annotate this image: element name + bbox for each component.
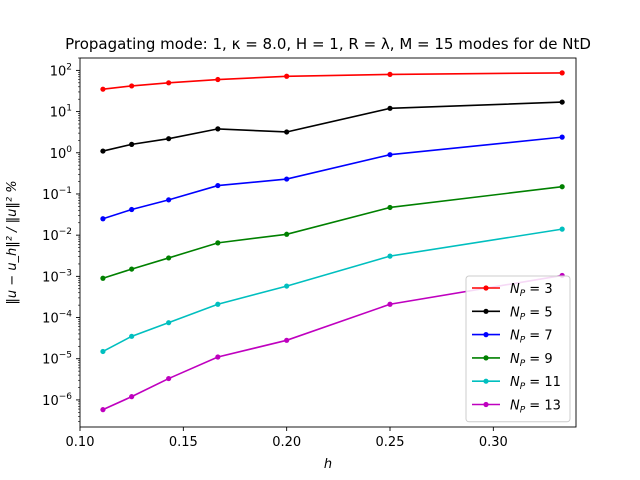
data-point bbox=[284, 231, 290, 237]
data-point bbox=[284, 73, 290, 79]
x-axis: 0.10 0.15 0.20 0.25 0.30 bbox=[66, 427, 508, 450]
data-point bbox=[166, 320, 172, 326]
x-axis-label: h bbox=[324, 457, 332, 472]
y-tick-label: 10−6 bbox=[42, 392, 72, 409]
legend-label: NP = 9 bbox=[510, 352, 553, 369]
data-point bbox=[284, 283, 290, 289]
x-tick-label: 0.25 bbox=[376, 435, 405, 450]
series-3 bbox=[100, 184, 565, 281]
y-axis-label-text: ‖u − u_h‖² / ‖u‖² % bbox=[5, 180, 20, 304]
data-point bbox=[387, 204, 393, 211]
legend-entry: NP = 5 bbox=[472, 305, 553, 322]
data-point bbox=[387, 301, 393, 307]
legend-marker bbox=[483, 332, 489, 338]
legend-entry: NP = 9 bbox=[472, 352, 553, 369]
data-point bbox=[387, 71, 393, 77]
y-axis: 10−6 10−5 10−4 10−3 10−2 10−1 100 101 102 bbox=[42, 57, 80, 422]
data-point bbox=[215, 240, 221, 246]
legend-label: NP = 3 bbox=[510, 282, 553, 299]
data-point bbox=[100, 348, 106, 355]
data-point bbox=[215, 354, 221, 360]
legend-marker bbox=[483, 355, 489, 361]
legend-entry: NP = 3 bbox=[472, 282, 553, 299]
data-point bbox=[100, 407, 106, 413]
series-1 bbox=[100, 99, 565, 154]
data-point bbox=[559, 70, 565, 76]
y-tick-label: 10−3 bbox=[42, 268, 72, 285]
data-point bbox=[100, 216, 106, 222]
data-point bbox=[215, 126, 221, 132]
x-tick-label: 0.20 bbox=[272, 435, 301, 450]
legend-label: NP = 7 bbox=[510, 329, 553, 346]
data-point bbox=[129, 206, 135, 213]
data-point bbox=[100, 148, 106, 154]
y-tick-label: 100 bbox=[50, 145, 73, 162]
series-4 bbox=[100, 226, 565, 355]
data-point bbox=[100, 86, 106, 92]
legend-entry: NP = 13 bbox=[472, 399, 561, 416]
data-point bbox=[559, 184, 565, 190]
data-point bbox=[559, 134, 565, 140]
data-point bbox=[215, 301, 221, 307]
data-point bbox=[387, 105, 393, 111]
legend-marker bbox=[483, 378, 489, 384]
y-tick-label: 10−5 bbox=[42, 351, 72, 368]
x-tick-label: 0.15 bbox=[169, 435, 198, 450]
axes-frame bbox=[79, 57, 577, 428]
data-point bbox=[215, 182, 221, 189]
legend-entry: NP = 11 bbox=[472, 375, 561, 392]
legend-marker bbox=[483, 308, 489, 314]
legend-marker bbox=[483, 285, 489, 291]
data-point bbox=[284, 129, 290, 135]
data-point bbox=[129, 141, 135, 147]
data-point bbox=[166, 197, 172, 203]
y-tick-label: 101 bbox=[50, 104, 72, 121]
legend-entry: NP = 7 bbox=[472, 329, 553, 346]
data-point bbox=[559, 99, 565, 105]
legend-label: NP = 13 bbox=[510, 399, 561, 416]
data-point bbox=[166, 375, 172, 382]
data-point bbox=[559, 226, 565, 232]
data-point bbox=[284, 337, 290, 343]
series-5 bbox=[100, 272, 565, 413]
y-tick-label: 10−2 bbox=[42, 227, 72, 244]
data-point bbox=[129, 266, 135, 272]
data-point bbox=[215, 76, 221, 83]
data-point bbox=[387, 253, 393, 259]
chart-title: Propagating mode: 1, κ = 8.0, H = 1, R =… bbox=[65, 35, 591, 53]
legend-label: NP = 11 bbox=[510, 375, 561, 392]
legend-box bbox=[465, 275, 571, 423]
legend-marker bbox=[483, 401, 489, 408]
series-2 bbox=[100, 134, 565, 222]
plot-area bbox=[79, 57, 577, 428]
data-point bbox=[100, 275, 106, 281]
y-axis-label: ‖u − u_h‖² / ‖u‖² % bbox=[5, 180, 20, 304]
series-0 bbox=[100, 70, 565, 92]
data-point bbox=[129, 83, 135, 89]
data-point bbox=[129, 333, 135, 339]
legend: NP = 3 NP = 5 NP = 7 NP = 9 NP = 11 NP = 13 bbox=[465, 275, 571, 423]
data-point bbox=[166, 255, 172, 261]
x-tick-label: 0.10 bbox=[66, 435, 95, 450]
y-tick-label: 102 bbox=[50, 62, 72, 79]
x-tick-label: 0.30 bbox=[479, 435, 508, 450]
data-point bbox=[284, 176, 290, 182]
data-point bbox=[166, 136, 172, 142]
data-point bbox=[387, 152, 393, 158]
y-tick-label: 10−4 bbox=[42, 310, 72, 327]
legend-label: NP = 5 bbox=[510, 305, 553, 322]
data-point bbox=[129, 394, 135, 400]
data-point bbox=[166, 80, 172, 86]
y-tick-label: 10−1 bbox=[42, 186, 72, 203]
